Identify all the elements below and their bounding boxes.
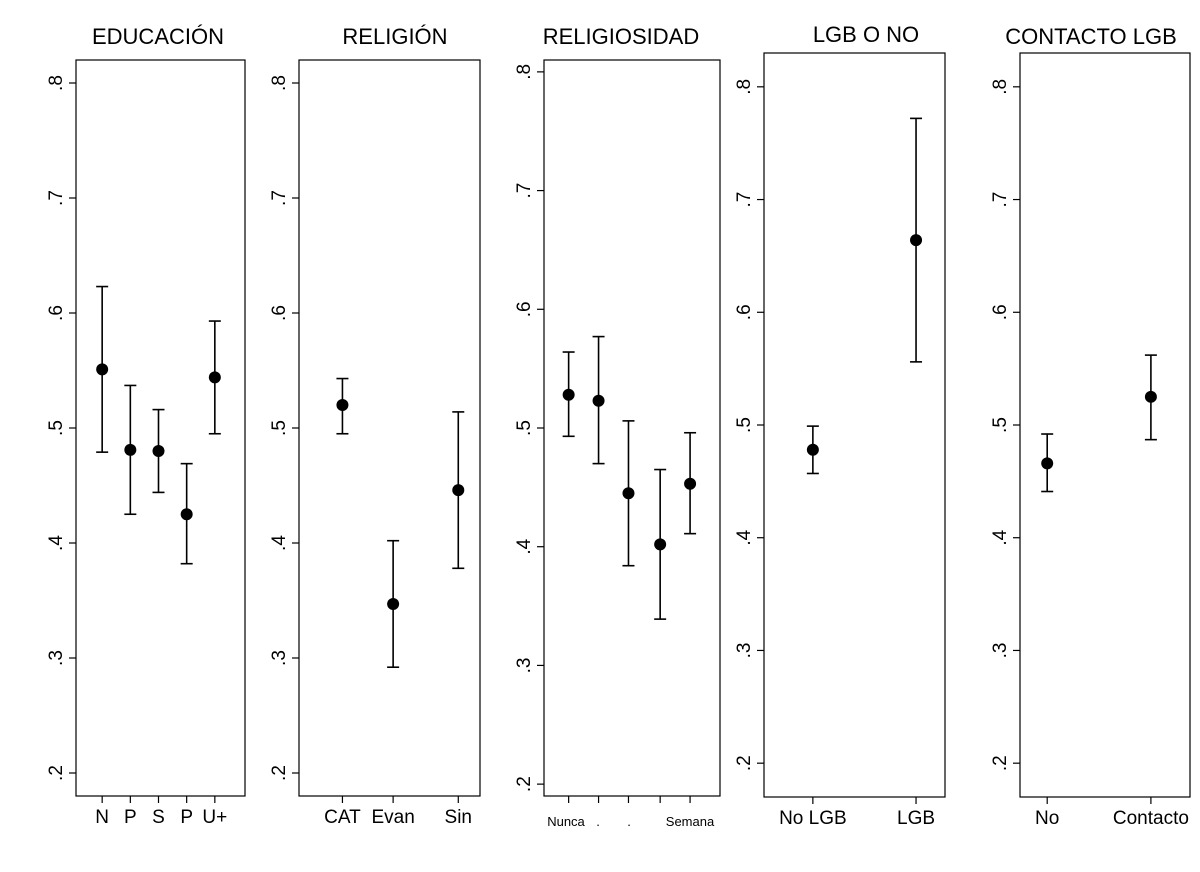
x-category-label: Contacto xyxy=(1113,808,1189,829)
y-tick-label: .8 xyxy=(269,75,290,91)
x-category-label: . xyxy=(627,814,631,829)
x-category-label: Evan xyxy=(371,807,414,828)
estimate-point xyxy=(1041,457,1054,470)
estimate-point xyxy=(152,445,165,457)
panel-title: RELIGIÓN xyxy=(342,24,447,49)
plot-frame xyxy=(1019,52,1191,798)
x-category-label: U+ xyxy=(202,807,227,828)
estimate-point xyxy=(180,508,193,521)
y-tick-label: .5 xyxy=(46,420,67,436)
plot-frame xyxy=(298,59,481,797)
y-tick-label: .5 xyxy=(990,417,1011,433)
x-category-label: Nunca xyxy=(547,814,585,829)
y-tick-label: .3 xyxy=(734,643,755,659)
estimate-point xyxy=(336,399,349,411)
y-tick-label: .8 xyxy=(514,64,535,80)
y-tick-label: .6 xyxy=(46,305,67,321)
y-tick-label: .3 xyxy=(990,643,1011,659)
estimate-point xyxy=(592,394,605,407)
y-tick-label: .7 xyxy=(734,192,755,208)
panel-title: LGB O NO xyxy=(813,22,919,47)
y-tick-label: .2 xyxy=(990,755,1011,771)
estimate-point xyxy=(910,234,923,247)
y-tick-label: .4 xyxy=(269,535,290,551)
y-tick-label: .4 xyxy=(514,538,535,554)
y-tick-label: .6 xyxy=(990,304,1011,320)
y-tick-label: .4 xyxy=(990,529,1011,545)
y-tick-label: .5 xyxy=(514,420,535,436)
x-category-label: LGB xyxy=(897,808,935,829)
y-tick-label: .6 xyxy=(514,301,535,317)
estimate-point xyxy=(208,371,221,384)
estimate-point xyxy=(1144,390,1157,403)
y-tick-label: .8 xyxy=(46,75,67,91)
y-tick-label: .6 xyxy=(734,304,755,320)
y-tick-label: .2 xyxy=(734,755,755,771)
y-tick-label: .7 xyxy=(514,183,535,199)
x-category-label: S xyxy=(152,807,165,828)
y-tick-label: .4 xyxy=(734,529,755,545)
y-tick-label: .7 xyxy=(990,192,1011,208)
x-category-label: P xyxy=(180,807,193,828)
x-category-label: Sin xyxy=(445,807,472,828)
estimate-point xyxy=(452,484,465,497)
panel-1: EDUCACIÓN.2.3.4.5.6.7.8N P S P U+ xyxy=(46,24,246,828)
estimate-point xyxy=(96,363,109,376)
y-tick-label: .3 xyxy=(46,650,67,666)
plot-frame xyxy=(543,59,721,797)
estimate-point xyxy=(654,538,667,551)
x-category-label: No LGB xyxy=(779,808,847,829)
y-tick-label: .7 xyxy=(269,190,290,206)
plot-frame xyxy=(75,59,246,797)
x-category-label: Semana xyxy=(666,814,715,829)
y-tick-label: .2 xyxy=(514,776,535,792)
estimate-point xyxy=(684,477,697,490)
x-category-label: . xyxy=(596,814,600,829)
y-tick-label: .5 xyxy=(269,420,290,436)
y-tick-label: .8 xyxy=(734,79,755,95)
estimate-point xyxy=(387,597,400,610)
x-category-label: CAT xyxy=(324,807,361,828)
estimate-point xyxy=(124,443,137,456)
panel-3: RELIGIOSIDAD .2 .3 .4 .5 .6 .7 .8 Nunca.. Semana xyxy=(514,24,721,829)
y-tick-label: .8 xyxy=(990,79,1011,95)
panel-2: RELIGIÓN .2 .3 .4 .5 .6 .7 .8 CAT Evan Sin xyxy=(269,24,481,828)
y-tick-label: .2 xyxy=(46,765,67,781)
y-tick-label: .7 xyxy=(46,190,67,206)
panel-4: LGB O NO .2 .3 .4 .5 .6 .7 .8 No LGB LGB xyxy=(734,22,946,829)
y-tick-label: .6 xyxy=(269,305,290,321)
panel-5: CONTACTO LGB .2 .3 .4 .5 .6 .7 .8 No Contacto xyxy=(990,24,1191,829)
x-category-label: P xyxy=(124,807,137,828)
x-category-label: N xyxy=(95,807,109,828)
y-tick-label: .2 xyxy=(269,765,290,781)
y-tick-label: .4 xyxy=(46,535,67,551)
panel-title: EDUCACIÓN xyxy=(92,24,224,49)
panel-title: CONTACTO LGB xyxy=(1005,24,1177,49)
y-tick-label: .3 xyxy=(269,650,290,666)
y-tick-label: .5 xyxy=(734,417,755,433)
y-tick-label: .3 xyxy=(514,657,535,673)
estimate-point xyxy=(562,388,575,401)
estimate-point xyxy=(622,487,635,500)
panel-title: RELIGIOSIDAD xyxy=(543,24,699,49)
x-category-label: No xyxy=(1035,808,1059,829)
plot-frame xyxy=(763,52,946,798)
estimate-point xyxy=(806,443,819,456)
